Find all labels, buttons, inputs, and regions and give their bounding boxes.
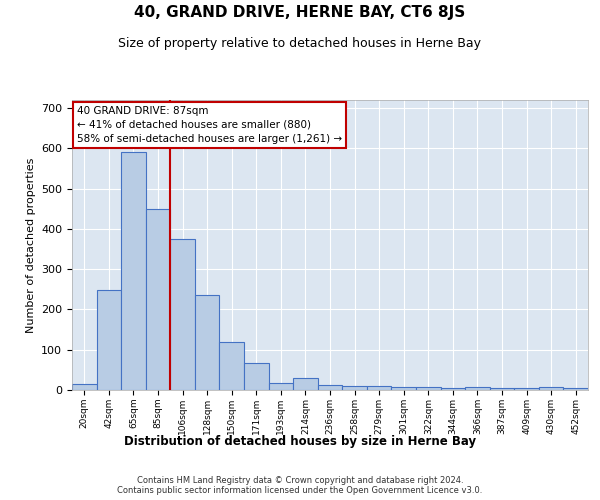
- Bar: [563, 388, 588, 390]
- Bar: [367, 386, 391, 390]
- Bar: [195, 296, 220, 390]
- Bar: [440, 388, 465, 390]
- Text: Size of property relative to detached houses in Herne Bay: Size of property relative to detached ho…: [119, 38, 482, 51]
- Bar: [490, 388, 514, 390]
- Bar: [539, 387, 563, 390]
- Bar: [146, 209, 170, 390]
- Text: Contains HM Land Registry data © Crown copyright and database right 2024.
Contai: Contains HM Land Registry data © Crown c…: [118, 476, 482, 495]
- Bar: [293, 378, 318, 390]
- Bar: [269, 383, 293, 390]
- Bar: [514, 388, 539, 390]
- Bar: [97, 290, 121, 390]
- Bar: [465, 387, 490, 390]
- Bar: [342, 386, 367, 390]
- Bar: [318, 385, 342, 390]
- Text: 40 GRAND DRIVE: 87sqm
← 41% of detached houses are smaller (880)
58% of semi-det: 40 GRAND DRIVE: 87sqm ← 41% of detached …: [77, 106, 342, 144]
- Bar: [72, 384, 97, 390]
- Y-axis label: Number of detached properties: Number of detached properties: [26, 158, 35, 332]
- Bar: [170, 239, 195, 390]
- Bar: [416, 387, 440, 390]
- Bar: [220, 342, 244, 390]
- Bar: [244, 362, 269, 390]
- Text: 40, GRAND DRIVE, HERNE BAY, CT6 8JS: 40, GRAND DRIVE, HERNE BAY, CT6 8JS: [134, 5, 466, 20]
- Text: Distribution of detached houses by size in Herne Bay: Distribution of detached houses by size …: [124, 435, 476, 448]
- Bar: [391, 387, 416, 390]
- Bar: [121, 152, 146, 390]
